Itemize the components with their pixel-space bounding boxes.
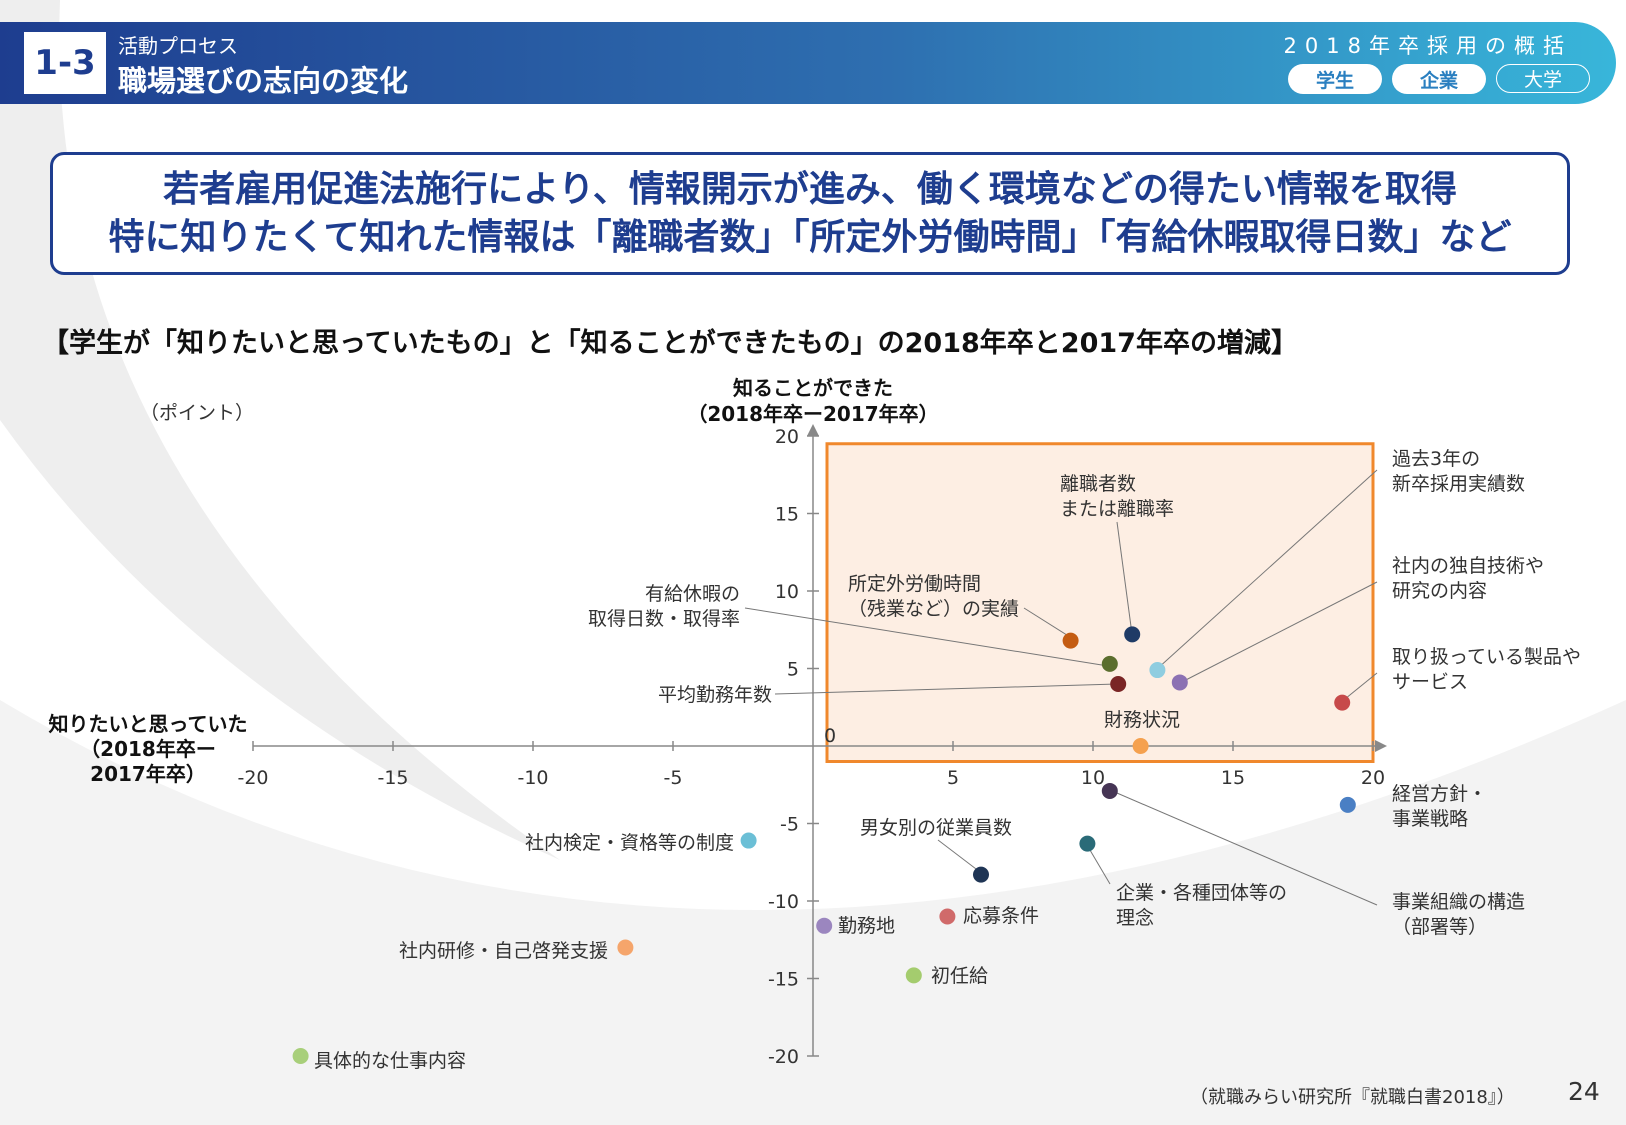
x-tick-label: -15 (377, 767, 408, 789)
data-point-label: 事業組織の構造 (1392, 891, 1525, 913)
data-point-label: 応募条件 (963, 905, 1039, 927)
origin-label: 0 (824, 725, 836, 747)
leader-line (744, 607, 1109, 667)
chart-title: 【学生が「知りたいと思っていたもの」と「知ることができたもの」の2018年卒と2… (42, 328, 1298, 359)
data-point-label: 研究の内容 (1392, 580, 1487, 602)
tab-student[interactable]: 学生 (1288, 64, 1382, 94)
x-axis-title-sub: 2017年卒） (90, 762, 206, 786)
y-axis-title: 知ることができた (733, 376, 893, 400)
data-point-label: 離職者数 (1060, 473, 1136, 495)
leader-line (937, 839, 981, 873)
y-tick-label: 10 (775, 581, 799, 603)
key-message-line-2: 特に知りたくて知れた情報は「離職者数」「所定外労働時間」「有給休暇取得日数」など (108, 217, 1512, 258)
x-tick-label: -5 (664, 767, 683, 789)
audience-tabs: 学生 企業 大学 (1288, 64, 1590, 94)
data-point-label: 有給休暇の (645, 583, 740, 605)
x-tick-label: -20 (237, 767, 268, 789)
data-point (1101, 655, 1118, 672)
y-tick-label: -20 (768, 1046, 799, 1068)
data-point-label: 男女別の従業員数 (860, 817, 1012, 839)
y-tick-label: 20 (775, 426, 799, 448)
page-title: 職場選びの志向の変化 (118, 64, 409, 98)
data-point-label: サービス (1392, 671, 1468, 693)
data-point-label: 所定外労働時間 (848, 573, 981, 595)
data-point-label: 事業戦略 (1392, 808, 1468, 830)
data-point-label: 財務状況 (1104, 709, 1180, 731)
y-axis-arrow (807, 424, 819, 436)
data-point-label: （残業など）の実績 (848, 598, 1019, 620)
data-point-label: 経営方針・ (1392, 783, 1487, 805)
data-point (973, 866, 989, 883)
leader-line (1177, 581, 1378, 685)
data-point-label: 勤務地 (838, 915, 895, 937)
data-point-label: 社内検定・資格等の制度 (525, 832, 734, 854)
data-point-label: 過去3年の (1392, 448, 1480, 470)
data-point-label: 平均勤務年数 (658, 684, 772, 706)
data-point (905, 967, 922, 984)
data-point-label: 具体的な仕事内容 (314, 1050, 466, 1072)
section-number-badge: 1-3 (24, 32, 106, 94)
data-point (816, 917, 833, 934)
y-tick-label: -10 (768, 891, 799, 913)
data-point (1110, 676, 1127, 692)
data-point-label: 理念 (1116, 906, 1154, 929)
page-number: 24 (1568, 1077, 1600, 1106)
data-point (292, 1048, 309, 1064)
data-point-label: または離職率 (1060, 498, 1174, 520)
data-point (1101, 782, 1118, 799)
report-title: 2018年卒採用の概括 (1283, 34, 1572, 58)
y-axis-title-sub: （2018年卒ー2017年卒） (687, 402, 938, 426)
leader-line (1086, 844, 1111, 885)
header-bar: 1-3 活動プロセス 職場選びの志向の変化 2018年卒採用の概括 学生 企業 … (0, 22, 1616, 104)
data-point-label: （部署等） (1392, 916, 1487, 938)
key-message-box: 若者雇用促進法施行により、情報開示が進み、働く環境などの得たい情報を取得 特に知… (50, 152, 1570, 275)
x-tick-label: 15 (1221, 767, 1245, 789)
data-point (1339, 796, 1356, 813)
leader-line (774, 683, 1118, 695)
unit-label: （ポイント） (140, 402, 254, 424)
data-point (1079, 835, 1096, 852)
y-tick-label: -5 (780, 814, 799, 836)
data-point (939, 908, 956, 925)
data-point-label: 新卒採用実績数 (1392, 473, 1525, 495)
leader-line (1156, 469, 1378, 670)
x-tick-label: 5 (947, 767, 959, 789)
data-point-label: 取得日数・取得率 (588, 608, 740, 630)
data-point (617, 939, 634, 956)
data-point-label: 社内研修・自己啓発支援 (399, 940, 608, 962)
x-axis-title-sub: （2018年卒ー (80, 737, 216, 761)
data-point-label: 初任給 (931, 965, 988, 987)
x-axis-arrow (1375, 740, 1387, 752)
tab-university[interactable]: 大学 (1496, 64, 1590, 93)
data-point (1132, 738, 1149, 754)
leader-line (1109, 789, 1378, 906)
data-point (1149, 662, 1166, 679)
data-point (1062, 632, 1079, 649)
data-point-label: 社内の独自技術や (1392, 555, 1544, 577)
tab-company[interactable]: 企業 (1392, 64, 1486, 94)
key-message-line-1: 若者雇用促進法施行により、情報開示が進み、働く環境などの得たい情報を取得 (163, 169, 1457, 210)
data-point (1334, 694, 1351, 711)
x-tick-label: 20 (1361, 767, 1385, 789)
data-point (1124, 626, 1141, 643)
data-point (740, 832, 757, 849)
y-tick-label: 5 (787, 659, 799, 681)
leader-line (1116, 521, 1133, 635)
y-tick-label: -15 (768, 969, 799, 991)
x-tick-label: 10 (1081, 767, 1105, 789)
leader-line (1023, 607, 1071, 638)
data-point-label: 取り扱っている製品や (1392, 646, 1581, 668)
x-tick-label: -10 (517, 767, 548, 789)
y-tick-label: 15 (775, 504, 799, 526)
x-axis-title: 知りたいと思っていた (49, 712, 248, 736)
source-citation: （就職みらい研究所『就職白書2018』） (1190, 1087, 1515, 1108)
data-point (1171, 674, 1188, 691)
section-category: 活動プロセス (118, 34, 238, 58)
highlight-region (825, 442, 1375, 763)
data-point-label: 企業・各種団体等の (1116, 882, 1287, 904)
